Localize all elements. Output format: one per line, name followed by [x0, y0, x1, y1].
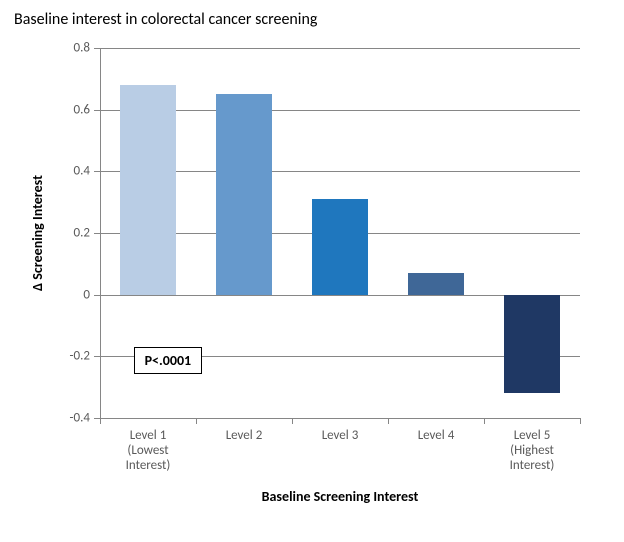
x-tick-label: Level 3: [292, 428, 388, 443]
x-tick-label: Level 4: [388, 428, 484, 443]
y-tick-label: -0.4: [40, 411, 90, 426]
x-tick-mark: [580, 418, 581, 424]
chart-title: Baseline interest in colorectal cancer s…: [14, 10, 317, 29]
page: Baseline interest in colorectal cancer s…: [0, 0, 624, 542]
x-axis-title: Baseline Screening Interest: [100, 488, 580, 505]
gridline: [100, 48, 580, 49]
x-tick-label: Level 1 (Lowest Interest): [100, 428, 196, 473]
y-axis-title: Δ Screening Interest: [29, 175, 46, 291]
x-tick-mark: [388, 418, 389, 424]
x-tick-mark: [292, 418, 293, 424]
gridline: [100, 418, 580, 419]
x-tick-mark: [100, 418, 101, 424]
x-tick-label: Level 2: [196, 428, 292, 443]
bar: [312, 199, 368, 295]
y-tick-label: 0.8: [40, 41, 90, 56]
x-tick-mark: [196, 418, 197, 424]
plot-wrap: -0.4-0.200.20.40.60.8Level 1 (Lowest Int…: [40, 48, 580, 528]
y-tick-label: 0.6: [40, 102, 90, 117]
bar: [120, 85, 176, 295]
x-tick-label: Level 5 (Highest Interest): [484, 428, 580, 473]
x-tick-mark: [484, 418, 485, 424]
p-value-annotation: P<.0001: [134, 347, 203, 374]
bar: [408, 273, 464, 295]
bar: [504, 295, 560, 394]
y-tick-label: 0: [40, 287, 90, 302]
bar: [216, 94, 272, 294]
plot-area: -0.4-0.200.20.40.60.8Level 1 (Lowest Int…: [100, 48, 580, 418]
y-tick-label: -0.2: [40, 349, 90, 364]
y-axis-line: [100, 48, 101, 418]
y-tick-label: 0.2: [40, 226, 90, 241]
y-tick-label: 0.4: [40, 164, 90, 179]
